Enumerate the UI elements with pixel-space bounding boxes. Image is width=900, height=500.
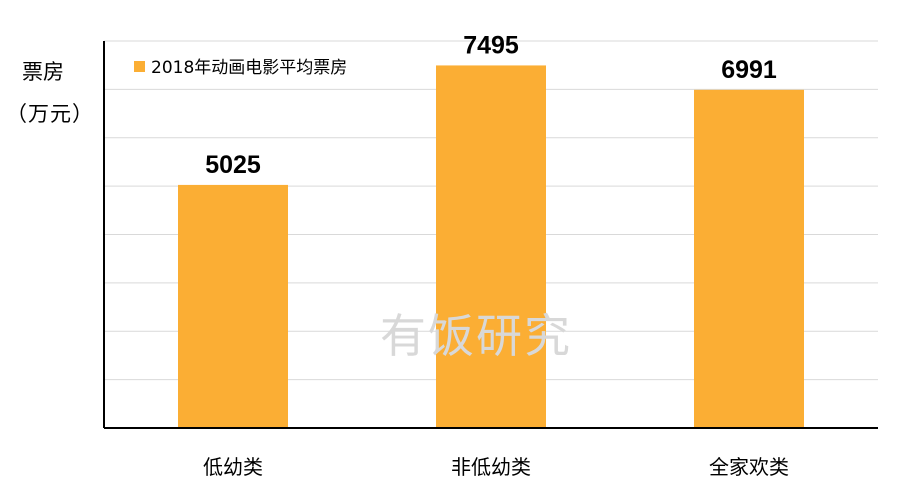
watermark: 有饭研究 bbox=[380, 309, 572, 363]
bar bbox=[436, 65, 546, 428]
category-label: 全家欢类 bbox=[709, 455, 789, 479]
data-label: 6991 bbox=[721, 56, 777, 84]
y-axis-label: 票房 bbox=[22, 60, 64, 84]
category-labels: 低幼类 非低幼类 全家欢类 bbox=[203, 455, 789, 479]
y-axis-unit: （万元） bbox=[6, 102, 94, 126]
data-label: 7495 bbox=[463, 31, 519, 59]
category-label: 非低幼类 bbox=[451, 455, 531, 479]
data-label: 5025 bbox=[205, 151, 261, 179]
bars bbox=[178, 65, 804, 429]
legend: 2018年动画电影平均票房 bbox=[134, 58, 347, 78]
legend-swatch bbox=[134, 61, 145, 72]
value-labels: 5025 7495 6991 bbox=[205, 31, 777, 178]
bar bbox=[694, 89, 804, 429]
legend-label: 2018年动画电影平均票房 bbox=[151, 58, 347, 78]
bar bbox=[178, 184, 288, 428]
category-label: 低幼类 bbox=[203, 455, 263, 479]
